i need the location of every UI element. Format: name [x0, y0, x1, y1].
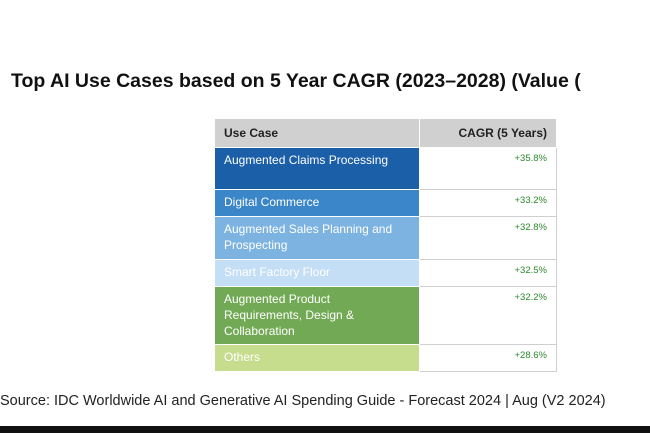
use-case-label: Augmented Product Requirements, Design &… — [214, 286, 420, 345]
cagr-value: +32.5% — [419, 259, 557, 287]
cagr-value: +33.2% — [419, 189, 557, 217]
use-case-label: Augmented Sales Planning and Prospecting — [214, 216, 420, 260]
cagr-value: +32.2% — [419, 286, 557, 345]
table-row: Augmented Sales Planning and Prospecting… — [214, 216, 557, 260]
table-row: Augmented Product Requirements, Design &… — [214, 286, 557, 345]
table-row: Smart Factory Floor +32.5% — [214, 259, 557, 287]
cagr-value: +35.8% — [419, 147, 557, 190]
column-header-cagr: CAGR (5 Years) — [419, 118, 557, 148]
bottom-bar — [0, 426, 650, 433]
table-body: Augmented Claims Processing +35.8% Digital… — [214, 147, 557, 372]
column-header-use-case: Use Case — [214, 118, 420, 148]
use-case-label: Smart Factory Floor — [214, 259, 420, 287]
chart-title: Top AI Use Cases based on 5 Year CAGR (2… — [11, 70, 581, 92]
use-case-table: Use Case CAGR (5 Years) Augmented Claims… — [214, 118, 557, 372]
cagr-value: +32.8% — [419, 216, 557, 260]
source-note: Source: IDC Worldwide AI and Generative … — [0, 393, 606, 409]
table-row: Others +28.6% — [214, 344, 557, 372]
use-case-label: Others — [214, 344, 420, 372]
table-header-row: Use Case CAGR (5 Years) — [214, 118, 557, 148]
table-row: Augmented Claims Processing +35.8% — [214, 147, 557, 190]
cagr-value: +28.6% — [419, 344, 557, 372]
table-row: Digital Commerce +33.2% — [214, 189, 557, 217]
use-case-label: Digital Commerce — [214, 189, 420, 217]
use-case-label: Augmented Claims Processing — [214, 147, 420, 190]
